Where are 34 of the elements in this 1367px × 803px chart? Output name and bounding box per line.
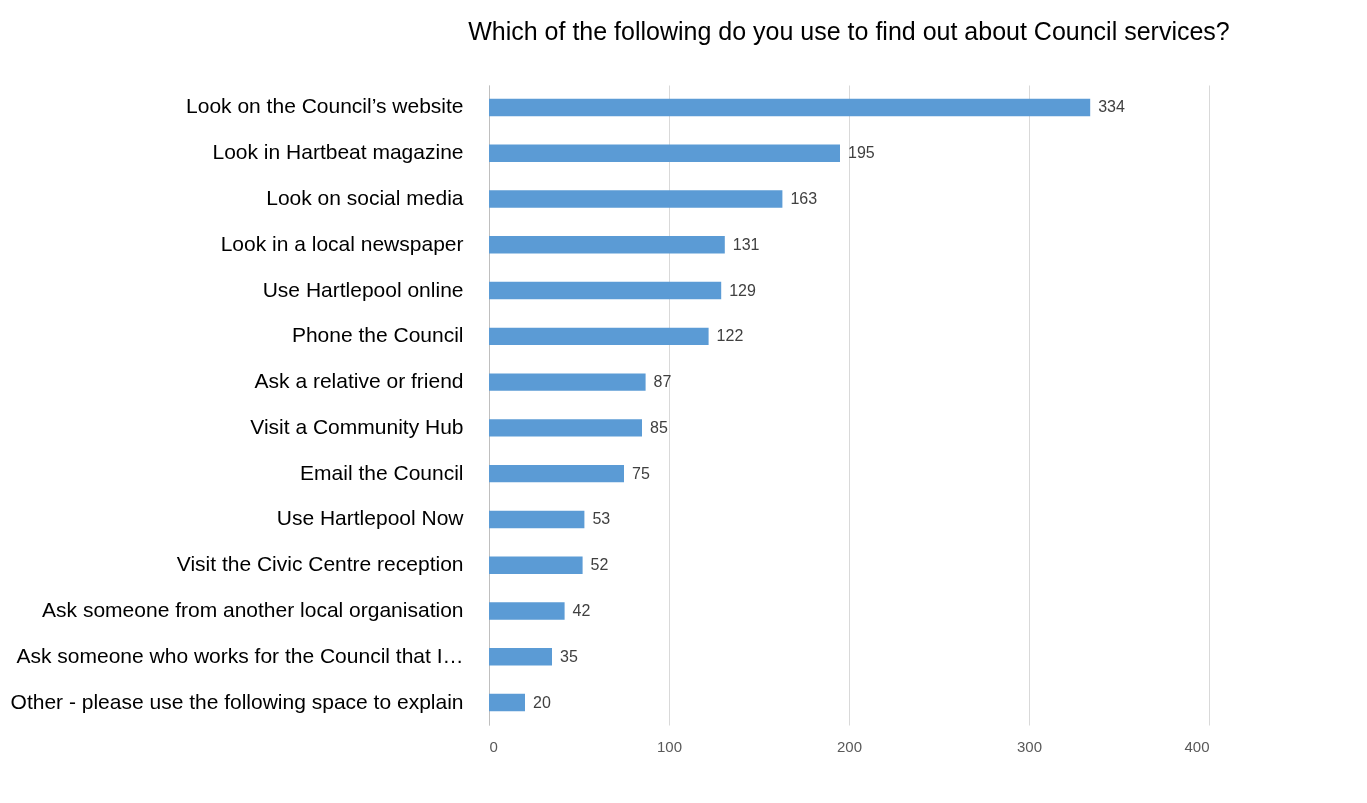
data-label: 35 [560, 647, 578, 665]
data-label: 122 [716, 327, 744, 345]
data-label: 42 [572, 602, 591, 620]
data-label: 87 [653, 373, 672, 391]
y-tick-label: Look in Hartbeat magazine [212, 140, 464, 164]
y-tick-label: Ask someone who works for the Council that I… [16, 643, 464, 667]
data-label: 53 [592, 510, 611, 528]
y-tick-label: Look in a local newspaper [220, 231, 464, 255]
data-label: 52 [590, 556, 609, 574]
data-label: 195 [848, 144, 875, 162]
y-tick-label: Email the Council [300, 460, 464, 484]
y-tick-label: Use Hartlepool Now [276, 506, 465, 530]
x-tick-label: 400 [1184, 737, 1210, 755]
y-tick-label: Other - please use the following space to explain [10, 689, 464, 713]
x-tick-label: 100 [656, 737, 683, 755]
y-tick-label: Ask a relative or friend [254, 369, 464, 393]
data-label: 85 [650, 418, 668, 436]
y-tick-label: Visit the Civic Centre reception [176, 552, 464, 576]
data-label: 129 [729, 281, 756, 299]
data-label: 131 [732, 235, 760, 253]
y-tick-label: Phone the Council [291, 323, 464, 347]
x-tick-label: 0 [489, 737, 498, 755]
data-label: 75 [632, 464, 650, 482]
y-tick-label: Visit a Community Hub [250, 414, 464, 438]
x-tick-label: 300 [1016, 737, 1043, 755]
data-label: 163 [790, 189, 818, 207]
y-tick-label: Look on the Council’s website [186, 94, 464, 118]
y-tick-label: Look on social media [266, 185, 464, 209]
y-tick-label: Ask someone from another local organisation [42, 598, 464, 622]
y-tick-label: Use Hartlepool online [262, 277, 464, 301]
data-label: 334 [1098, 98, 1125, 116]
chart-title: Which of the following do you use to find out about Council services? [468, 17, 1230, 45]
data-label: 20 [533, 693, 551, 711]
x-tick-label: 200 [836, 737, 863, 755]
